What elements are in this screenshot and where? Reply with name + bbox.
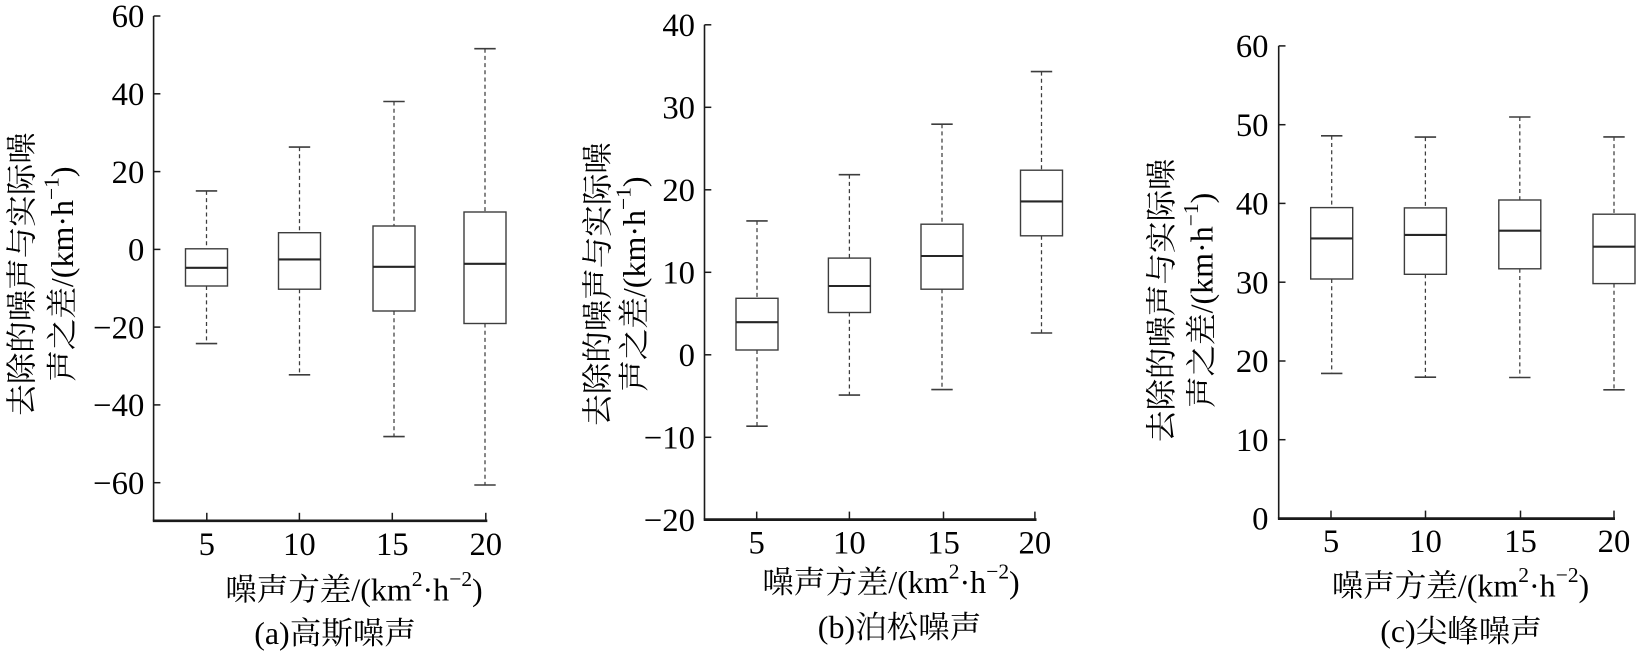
svg-text:40: 40 [662,8,695,44]
svg-text:): ) [472,571,483,607]
svg-text:10: 10 [833,526,866,562]
svg-text:40: 40 [112,77,145,113]
svg-text:−60: −60 [93,466,144,502]
svg-text:0: 0 [1252,502,1268,538]
svg-text:·h: ·h [1529,568,1556,604]
svg-text:10: 10 [1409,524,1442,560]
svg-text:40: 40 [1236,187,1269,223]
svg-text:60: 60 [112,0,145,35]
svg-text:20: 20 [1598,524,1631,560]
svg-text:20: 20 [1236,344,1269,380]
svg-text:(a): (a) [254,615,290,651]
svg-text:−1: −1 [612,187,636,210]
svg-text:−2: −2 [1556,563,1579,587]
svg-text:): ) [44,166,80,177]
svg-text:15: 15 [376,527,409,563]
svg-text:30: 30 [662,91,695,127]
svg-text:60: 60 [1236,29,1269,65]
svg-text:20: 20 [662,173,695,209]
svg-text:2: 2 [949,560,960,584]
svg-text:15: 15 [1504,524,1537,560]
svg-text:−1: −1 [40,177,64,200]
svg-text:5: 5 [199,527,215,563]
svg-text:−40: −40 [93,388,144,424]
svg-text:0: 0 [128,233,144,269]
svg-text:10: 10 [662,256,695,292]
svg-text:20: 20 [469,527,502,563]
svg-text:−20: −20 [644,503,695,539]
svg-text:/(km·h: /(km·h [1183,226,1219,313]
svg-text:−2: −2 [986,560,1009,584]
svg-text:−2: −2 [449,567,472,591]
svg-text:): ) [1579,568,1590,604]
svg-text:/(km: /(km [888,564,949,600]
svg-text:30: 30 [1236,265,1269,301]
svg-text:50: 50 [1236,108,1269,144]
svg-text:·h: ·h [423,571,450,607]
svg-text:0: 0 [679,338,695,374]
svg-text:/(km·h: /(km·h [616,210,652,297]
svg-text:): ) [1183,193,1219,204]
svg-text:(c): (c) [1380,613,1416,649]
svg-text:2: 2 [1518,563,1529,587]
svg-text:2: 2 [412,567,423,591]
svg-text:20: 20 [112,155,145,191]
svg-text:10: 10 [283,527,316,563]
svg-text:·h: ·h [960,564,987,600]
svg-text:10: 10 [1236,423,1269,459]
svg-text:/(km: /(km [1458,568,1519,604]
svg-text:5: 5 [749,526,765,562]
svg-text:15: 15 [927,526,960,562]
svg-text:−10: −10 [644,421,695,457]
svg-text:): ) [616,176,652,187]
svg-text:5: 5 [1323,524,1339,560]
svg-text:−20: −20 [93,310,144,346]
svg-text:(b): (b) [818,609,855,645]
svg-text:): ) [1009,564,1020,600]
svg-text:−1: −1 [1179,203,1203,226]
svg-text:/(km: /(km [351,571,412,607]
svg-text:/(km·h: /(km·h [44,200,80,287]
svg-text:20: 20 [1019,526,1052,562]
